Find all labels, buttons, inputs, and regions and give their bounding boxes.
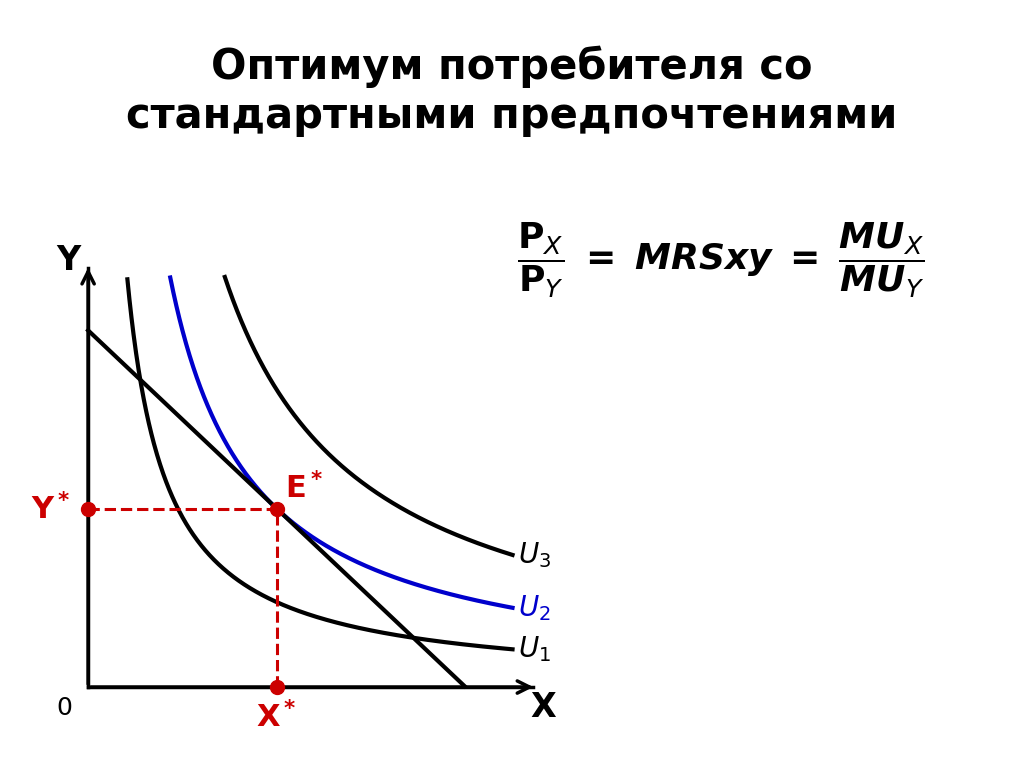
Text: $U_3$: $U_3$	[518, 540, 551, 570]
Text: X: X	[530, 691, 556, 724]
Text: Y: Y	[55, 244, 80, 277]
Text: $U_1$: $U_1$	[518, 634, 551, 664]
Text: $\dfrac{\mathbf{P}_X}{\mathbf{P}_Y}$$\mathbf{\ =\ }$$\boldsymbol{MRSxy}$$\mathbf: $\dfrac{\mathbf{P}_X}{\mathbf{P}_Y}$$\ma…	[517, 221, 925, 300]
Text: $\mathbf{Y^*}$: $\mathbf{Y^*}$	[32, 492, 71, 525]
Text: $U_2$: $U_2$	[518, 593, 551, 623]
Text: $\mathbf{E^*}$: $\mathbf{E^*}$	[285, 472, 323, 504]
Text: Оптимум потребителя со
стандартными предпочтениями: Оптимум потребителя со стандартными пред…	[126, 46, 898, 137]
Text: $\mathbf{X^*}$: $\mathbf{X^*}$	[256, 700, 297, 733]
Text: 0: 0	[56, 696, 73, 720]
